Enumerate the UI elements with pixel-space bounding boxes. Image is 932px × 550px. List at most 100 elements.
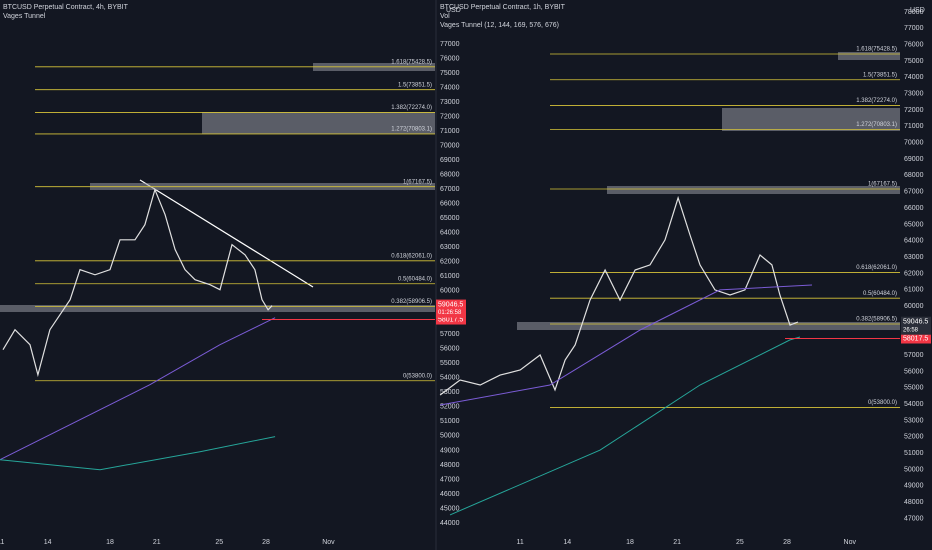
y-tick-label: 73000 xyxy=(440,99,460,106)
y-tick-label: 55000 xyxy=(904,385,924,392)
x-tick-label: 14 xyxy=(44,539,52,546)
y-tick-label: 60000 xyxy=(440,288,460,295)
y-tick-label: 52000 xyxy=(904,434,924,441)
chart-title: BTCUSD Perpetual Contract, 1h, BYBIT xyxy=(440,4,566,11)
price-line xyxy=(439,195,799,396)
y-tick-label: 73000 xyxy=(904,91,924,98)
y-tick-label: 71000 xyxy=(440,128,460,135)
x-tick-label: Nov xyxy=(322,539,335,546)
y-tick-label: 66000 xyxy=(440,200,460,207)
y-tick-label: 66000 xyxy=(904,205,924,212)
y-tick-label: 61000 xyxy=(440,273,460,280)
fib-label: 0.618(62061.0) xyxy=(391,253,432,259)
y-tick-label: 78000 xyxy=(904,9,924,16)
x-tick-label: 11 xyxy=(517,539,524,546)
y-tick-label: 49000 xyxy=(440,447,460,454)
x-tick-label: 14 xyxy=(563,539,571,546)
y-tick-label: 74000 xyxy=(440,84,460,91)
y-tick-label: 69000 xyxy=(440,157,460,164)
fib-label: 1.272(70803.1) xyxy=(856,122,897,128)
y-tick-label: 60000 xyxy=(904,303,924,310)
y-tick-label: 65000 xyxy=(440,215,460,222)
last-price-tag xyxy=(901,316,931,335)
y-axis-unit: USD xyxy=(446,7,461,14)
stop-price-label: 58017.5 xyxy=(903,335,928,342)
last-price-tag xyxy=(436,299,466,318)
fib-label: 0.382(58906.5) xyxy=(856,317,897,323)
y-tick-label: 49000 xyxy=(904,483,924,490)
x-tick-label: 11 xyxy=(0,539,5,546)
y-tick-label: 77000 xyxy=(904,25,924,32)
fib-label: 0(53800.0) xyxy=(403,373,432,379)
fib-label: 1.272(70803.1) xyxy=(391,127,432,133)
y-tick-label: 70000 xyxy=(904,140,924,147)
y-tick-label: 61000 xyxy=(904,287,924,294)
fib-label: 0(53800.0) xyxy=(868,400,897,406)
x-tick-label: 18 xyxy=(106,539,114,546)
y-tick-label: 75000 xyxy=(904,58,924,65)
y-tick-label: 47000 xyxy=(904,515,924,522)
stop-tag xyxy=(901,333,931,344)
indicator-label: Vages Tunnel xyxy=(3,13,46,20)
fib-label: 1.382(72274.0) xyxy=(856,98,897,104)
y-tick-label: 54000 xyxy=(904,401,924,408)
y-tick-label: 72000 xyxy=(440,113,460,120)
y-tick-label: 74000 xyxy=(904,74,924,81)
x-tick-label: 28 xyxy=(783,539,791,546)
y-tick-label: 63000 xyxy=(440,244,460,251)
y-tick-label: 46000 xyxy=(440,491,460,498)
y-tick-label: 63000 xyxy=(904,254,924,261)
x-tick-label: 25 xyxy=(215,539,223,546)
y-tick-label: 53000 xyxy=(904,417,924,424)
y-tick-label: 48000 xyxy=(904,499,924,506)
fib-label: 0.5(60484.0) xyxy=(398,276,432,282)
y-tick-label: 47000 xyxy=(440,476,460,483)
x-tick-label: 25 xyxy=(736,539,744,546)
fib-zone xyxy=(0,305,435,312)
y-tick-label: 76000 xyxy=(904,42,924,49)
y-tick-label: 64000 xyxy=(440,230,460,237)
y-tick-label: 48000 xyxy=(440,462,460,469)
y-tick-label: 76000 xyxy=(440,55,460,62)
x-tick-label: 28 xyxy=(262,539,270,546)
fib-label: 1.618(75428.5) xyxy=(391,59,432,65)
price-line xyxy=(2,187,273,378)
y-tick-label: 69000 xyxy=(904,156,924,163)
trend-line xyxy=(139,179,314,288)
y-tick-label: 50000 xyxy=(440,433,460,440)
fib-zone xyxy=(722,108,900,131)
y-tick-label: 67000 xyxy=(904,189,924,196)
tunnel-line xyxy=(0,436,276,471)
y-tick-label: 51000 xyxy=(904,450,924,457)
fib-label: 1(67167.5) xyxy=(403,179,432,185)
countdown-label: 01:26:58 xyxy=(438,310,462,316)
fib-label: 1.382(72274.0) xyxy=(391,105,432,111)
y-tick-label: 68000 xyxy=(904,172,924,179)
y-tick-label: 67000 xyxy=(440,186,460,193)
last-price-label: 59046.5 xyxy=(438,301,463,308)
fib-label: 1.5(73851.5) xyxy=(398,82,432,88)
fib-label: 0.618(62061.0) xyxy=(856,265,897,271)
y-axis-unit: USD xyxy=(910,7,925,14)
y-tick-label: 51000 xyxy=(440,418,460,425)
fib-zone xyxy=(517,322,900,330)
indicator-label: Vages Tunnel (12, 144, 169, 576, 676) xyxy=(440,22,559,29)
y-tick-label: 77000 xyxy=(440,41,460,48)
stop-tag xyxy=(436,314,466,325)
y-tick-label: 70000 xyxy=(440,142,460,149)
y-tick-label: 55000 xyxy=(440,360,460,367)
fib-label: 0.382(58906.5) xyxy=(391,299,432,305)
fib-label: 0.5(60484.0) xyxy=(863,291,897,297)
y-tick-label: 56000 xyxy=(904,368,924,375)
y-tick-label: 72000 xyxy=(904,107,924,114)
fib-zone xyxy=(838,52,900,60)
countdown-label: 26:58 xyxy=(903,327,919,333)
y-tick-label: 65000 xyxy=(904,221,924,228)
x-tick-label: Nov xyxy=(844,539,857,546)
y-tick-label: 68000 xyxy=(440,171,460,178)
y-tick-label: 75000 xyxy=(440,70,460,77)
last-price-label: 59046.5 xyxy=(903,319,928,326)
y-tick-label: 50000 xyxy=(904,466,924,473)
y-tick-label: 71000 xyxy=(904,123,924,130)
